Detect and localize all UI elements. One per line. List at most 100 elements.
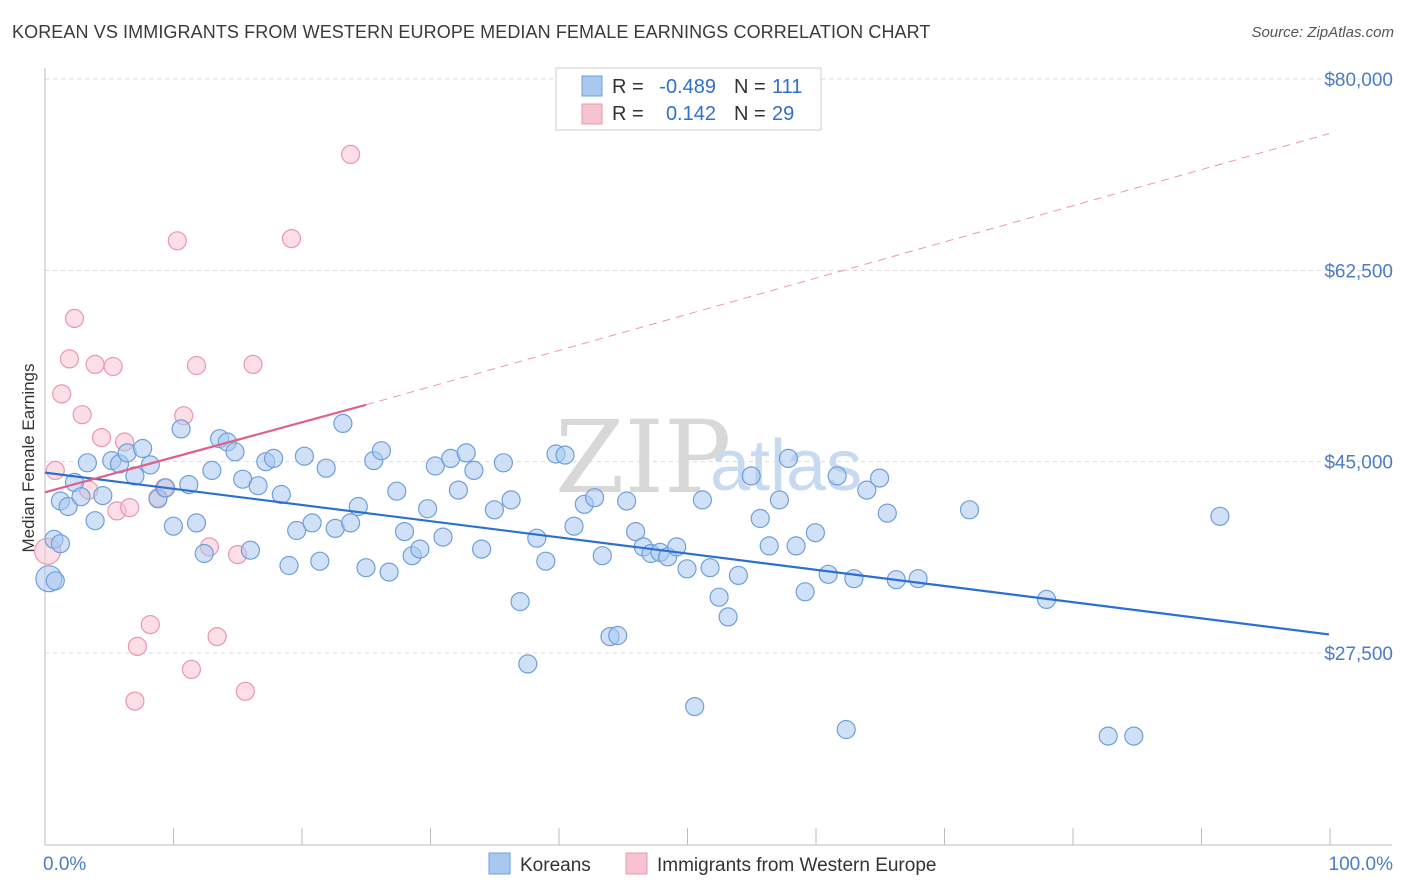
koreans-point-52 <box>433 527 453 547</box>
koreans-point-3 <box>58 496 78 517</box>
immigrants-point-19 <box>181 659 201 680</box>
koreans-point-7 <box>85 511 105 531</box>
koreans-point-45 <box>379 562 399 582</box>
koreans-point-66 <box>555 445 575 465</box>
immigrants-point-12 <box>120 498 140 518</box>
koreans-point-88 <box>750 508 770 529</box>
legend-swatch-koreans <box>581 75 603 97</box>
koreans-point-32 <box>279 555 299 576</box>
legend-n-label-2: N = <box>734 103 766 125</box>
koreans-point-107 <box>1124 726 1144 746</box>
koreans-point-28 <box>248 476 268 496</box>
legend-n-value-2: 29 <box>772 103 794 125</box>
koreans-point-104 <box>959 500 980 520</box>
koreans-point-34 <box>294 446 314 466</box>
series-legend: Koreans Immigrants from Western Europe <box>488 852 936 876</box>
koreans-point-55 <box>456 443 476 463</box>
koreans-point-31 <box>271 484 291 505</box>
koreans-point-110 <box>45 571 65 591</box>
koreans-point-96 <box>827 466 847 486</box>
koreans-point-100 <box>869 468 890 488</box>
koreans-point-72 <box>608 625 628 646</box>
source-label: Source: ZipAtlas.com <box>1251 24 1394 41</box>
koreans-point-82 <box>692 490 713 510</box>
koreans-point-69 <box>584 488 605 508</box>
immigrants-point-24 <box>235 681 255 701</box>
koreans-point-63 <box>527 528 547 548</box>
koreans-point-17 <box>163 516 183 536</box>
koreans-point-33 <box>287 520 307 541</box>
koreans-point-37 <box>316 458 336 478</box>
koreans-point-46 <box>387 481 407 501</box>
koreans-point-25 <box>225 442 245 462</box>
koreans-point-108 <box>1210 506 1230 526</box>
immigrants-point-7 <box>85 354 105 374</box>
immigrants-point-22 <box>207 626 227 647</box>
bottom-legend-swatch-koreans <box>488 852 511 875</box>
immigrants-point-5 <box>72 405 92 425</box>
koreans-point-83 <box>700 558 720 578</box>
koreans-point-27 <box>240 540 260 560</box>
immigrants-point-14 <box>140 614 160 635</box>
koreans-point-98 <box>844 569 864 589</box>
koreans-point-97 <box>836 719 856 740</box>
koreans-series <box>35 413 1230 746</box>
immigrants-trendline-extension <box>365 133 1330 406</box>
koreans-point-21 <box>194 543 214 564</box>
y-axis-label: Median Female Earnings <box>19 364 38 553</box>
legend-n-label-1: N = <box>734 76 766 98</box>
koreans-point-58 <box>484 500 504 520</box>
koreans-point-54 <box>448 480 468 500</box>
legend-r-label-2: R = <box>612 103 644 125</box>
koreans-point-60 <box>501 490 521 510</box>
koreans-point-101 <box>877 503 897 523</box>
trendlines <box>44 133 1330 636</box>
y-tick-label-62500: $62,500 <box>1324 261 1393 282</box>
koreans-point-106 <box>1098 726 1118 746</box>
koreans-point-13 <box>133 438 153 459</box>
koreans-point-18 <box>171 419 191 439</box>
legend-n-value-1: 111 <box>772 76 802 98</box>
legend-swatch-immigrants <box>581 103 603 125</box>
chart-title: KOREAN VS IMMIGRANTS FROM WESTERN EUROPE… <box>12 22 931 42</box>
immigrants-point-8 <box>91 428 112 448</box>
y-tick-labels: $27,500 $45,000 $62,500 $80,000 <box>1324 70 1393 665</box>
axes <box>44 68 1392 846</box>
koreans-point-91 <box>778 448 799 468</box>
koreans-point-67 <box>564 516 584 536</box>
koreans-point-50 <box>418 499 438 519</box>
koreans-point-62 <box>518 654 538 674</box>
koreans-point-51 <box>425 456 445 476</box>
x-ticks <box>44 828 1331 845</box>
koreans-trendline <box>44 471 1330 636</box>
immigrants-trendline <box>44 403 367 494</box>
koreans-point-56 <box>464 460 484 480</box>
koreans-point-73 <box>617 491 637 511</box>
koreans-point-94 <box>805 523 826 543</box>
koreans-point-85 <box>718 607 738 627</box>
bottom-legend-label-immigrants: Immigrants from Western Europe <box>657 855 936 876</box>
legend-r-value-1: -0.489 <box>659 76 716 98</box>
koreans-point-22 <box>202 460 222 480</box>
koreans-point-61 <box>510 591 530 612</box>
immigrants-point-20 <box>186 355 207 376</box>
koreans-point-92 <box>786 536 806 556</box>
koreans-point-87 <box>741 466 761 486</box>
koreans-point-95 <box>818 564 838 584</box>
bottom-legend-label-koreans: Koreans <box>520 855 591 876</box>
koreans-point-57 <box>472 539 492 559</box>
immigrants-series <box>33 144 361 711</box>
koreans-point-93 <box>795 582 815 602</box>
immigrants-point-1 <box>45 460 65 480</box>
koreans-point-49 <box>410 539 430 559</box>
immigrants-point-2 <box>52 384 72 404</box>
immigrants-point-13 <box>127 636 147 657</box>
x-tick-label-start: 0.0% <box>43 854 86 875</box>
immigrants-point-9 <box>103 356 123 377</box>
koreans-point-6 <box>77 453 98 473</box>
koreans-point-39 <box>333 413 353 433</box>
koreans-point-70 <box>592 546 612 566</box>
immigrants-point-4 <box>64 308 85 328</box>
bottom-legend-swatch-immigrants <box>625 852 648 875</box>
